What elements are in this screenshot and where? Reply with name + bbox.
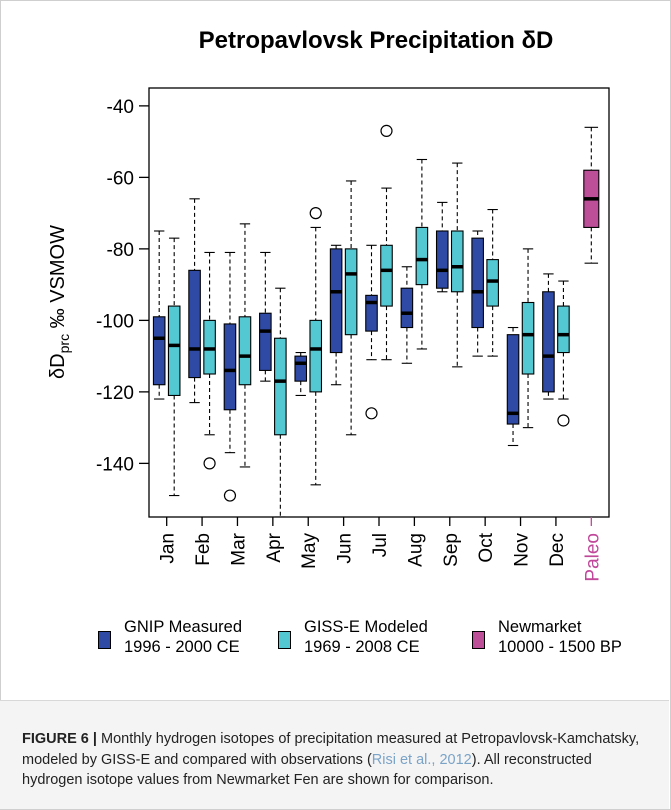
caption-reference-link[interactable]: Risi et al., 2012: [371, 751, 472, 768]
box-giss-e-oct: [486, 259, 499, 307]
box-giss-e-mar: [238, 316, 252, 386]
legend-label-gnip-line1: GNIP Measured: [124, 618, 242, 636]
chart-title: Petropavlovsk Precipitation δD: [199, 27, 554, 54]
legend-label-newmarket-line2: 10000 - 1500 BP: [498, 638, 622, 656]
box-gnip-oct: [471, 237, 484, 329]
box-plot-chart: Petropavlovsk Precipitation δD -40 -60 -80…: [47, 27, 610, 582]
box-giss-e-dec: [557, 305, 570, 354]
y-tick-label: -100: [96, 311, 134, 332]
y-axis: -40 -60 -80 -100 -120 -140: [96, 97, 149, 475]
x-axis: Jan Feb Mar Apr May Jun Jul Aug Sep Oct Nov Dec Pale…: [158, 517, 603, 582]
box-giss-e-jan: [167, 305, 181, 397]
x-tick-label-paleo: Paleo: [582, 533, 603, 582]
x-tick-label-oct: Oct: [476, 532, 497, 562]
x-tick-label-feb: Feb: [193, 533, 214, 566]
box-giss-e-jun: [344, 248, 358, 336]
y-axis-label: δDprc ‰ VSMOW: [47, 225, 72, 379]
x-tick-label-nov: Nov: [512, 533, 533, 567]
y-tick-label: -40: [107, 97, 134, 118]
box-giss-e-nov: [521, 301, 535, 375]
x-tick-label-jan: Jan: [158, 533, 179, 564]
y-tick-label: -80: [107, 240, 134, 261]
y-tick-label: -140: [96, 454, 134, 475]
y-axis-label-subscript: prc: [56, 334, 72, 353]
y-axis-label-prefix: δD: [47, 353, 69, 379]
plot-area-border: [148, 87, 610, 518]
box-gnip-mar: [223, 323, 237, 411]
legend-swatch-newmarket: [472, 631, 485, 649]
box-gnip-jan: [152, 316, 166, 386]
y-tick-label: -120: [96, 383, 134, 404]
caption-figure-label: FIGURE 6 |: [22, 731, 97, 747]
x-tick-label-may: May: [299, 533, 320, 569]
box-gnip-jun: [329, 248, 343, 354]
x-tick-label-apr: Apr: [264, 532, 285, 562]
x-tick-label-jun: Jun: [335, 533, 356, 564]
legend-label-giss-line2: 1969 - 2008 CE: [304, 638, 420, 656]
box-series-group: [152, 124, 600, 517]
x-tick-label-mar: Mar: [228, 532, 249, 565]
box-gnip-feb: [188, 269, 201, 379]
legend-label-gnip-line2: 1996 - 2000 CE: [124, 638, 240, 656]
box-giss-e-feb: [203, 319, 216, 375]
box-gnip-aug: [400, 287, 414, 329]
legend-text-gnip: GNIP Measured 1996 - 2000 CE: [124, 617, 242, 657]
series-2: [583, 126, 600, 264]
box-giss-e-sep: [450, 230, 464, 293]
box-gnip-mar-outlier: [223, 489, 237, 502]
caption-paragraph: FIGURE 6 | Monthly hydrogen isotopes of …: [22, 729, 652, 791]
x-tick-label-jul: Jul: [370, 533, 391, 557]
x-tick-label-aug: Aug: [405, 533, 426, 567]
box-gnip-jul: [365, 294, 378, 332]
legend-label-giss-line1: GISS-E Modeled: [304, 618, 428, 636]
box-giss-e-aug: [415, 226, 429, 286]
y-axis-label-suffix: ‰ VSMOW: [47, 225, 69, 334]
x-tick-label-dec: Dec: [547, 533, 568, 567]
series-1: [167, 124, 570, 517]
legend-swatch-giss: [278, 631, 291, 649]
box-giss-e-dec-outlier: [557, 414, 570, 427]
caption-text-after: ). All reconstructed hydrogen isotope va…: [22, 751, 592, 789]
box-gnip-dec: [542, 291, 555, 393]
legend: GNIP Measured 1996 - 2000 CE GISS-E Mode…: [98, 617, 658, 667]
figure-caption: FIGURE 6 | Monthly hydrogen isotopes of …: [0, 700, 669, 809]
box-giss-e-feb-outlier: [203, 457, 216, 470]
legend-text-giss: GISS-E Modeled 1969 - 2008 CE: [304, 617, 428, 657]
series-0: [152, 198, 555, 502]
box-giss-e-may-outlier: [309, 207, 322, 220]
box-gnip-jul-outlier: [365, 407, 378, 420]
legend-text-newmarket: Newmarket 10000 - 1500 BP: [498, 617, 622, 657]
box-gnip-sep: [435, 230, 449, 289]
legend-swatch-gnip: [98, 631, 111, 649]
box-giss-e-may: [309, 319, 323, 393]
y-tick-label: -60: [107, 168, 134, 189]
x-tick-label-sep: Sep: [441, 533, 462, 567]
box-giss-e-jul: [380, 244, 393, 307]
box-giss-e-apr: [274, 337, 287, 436]
box-giss-e-jul-outlier: [380, 124, 393, 137]
caption-text-before: Monthly hydrogen isotopes of precipitati…: [22, 731, 640, 768]
box-gnip-nov: [506, 334, 520, 425]
box-gnip-may: [294, 355, 308, 382]
box-gnip-apr: [259, 312, 272, 371]
legend-label-newmarket-line1: Newmarket: [498, 618, 582, 636]
